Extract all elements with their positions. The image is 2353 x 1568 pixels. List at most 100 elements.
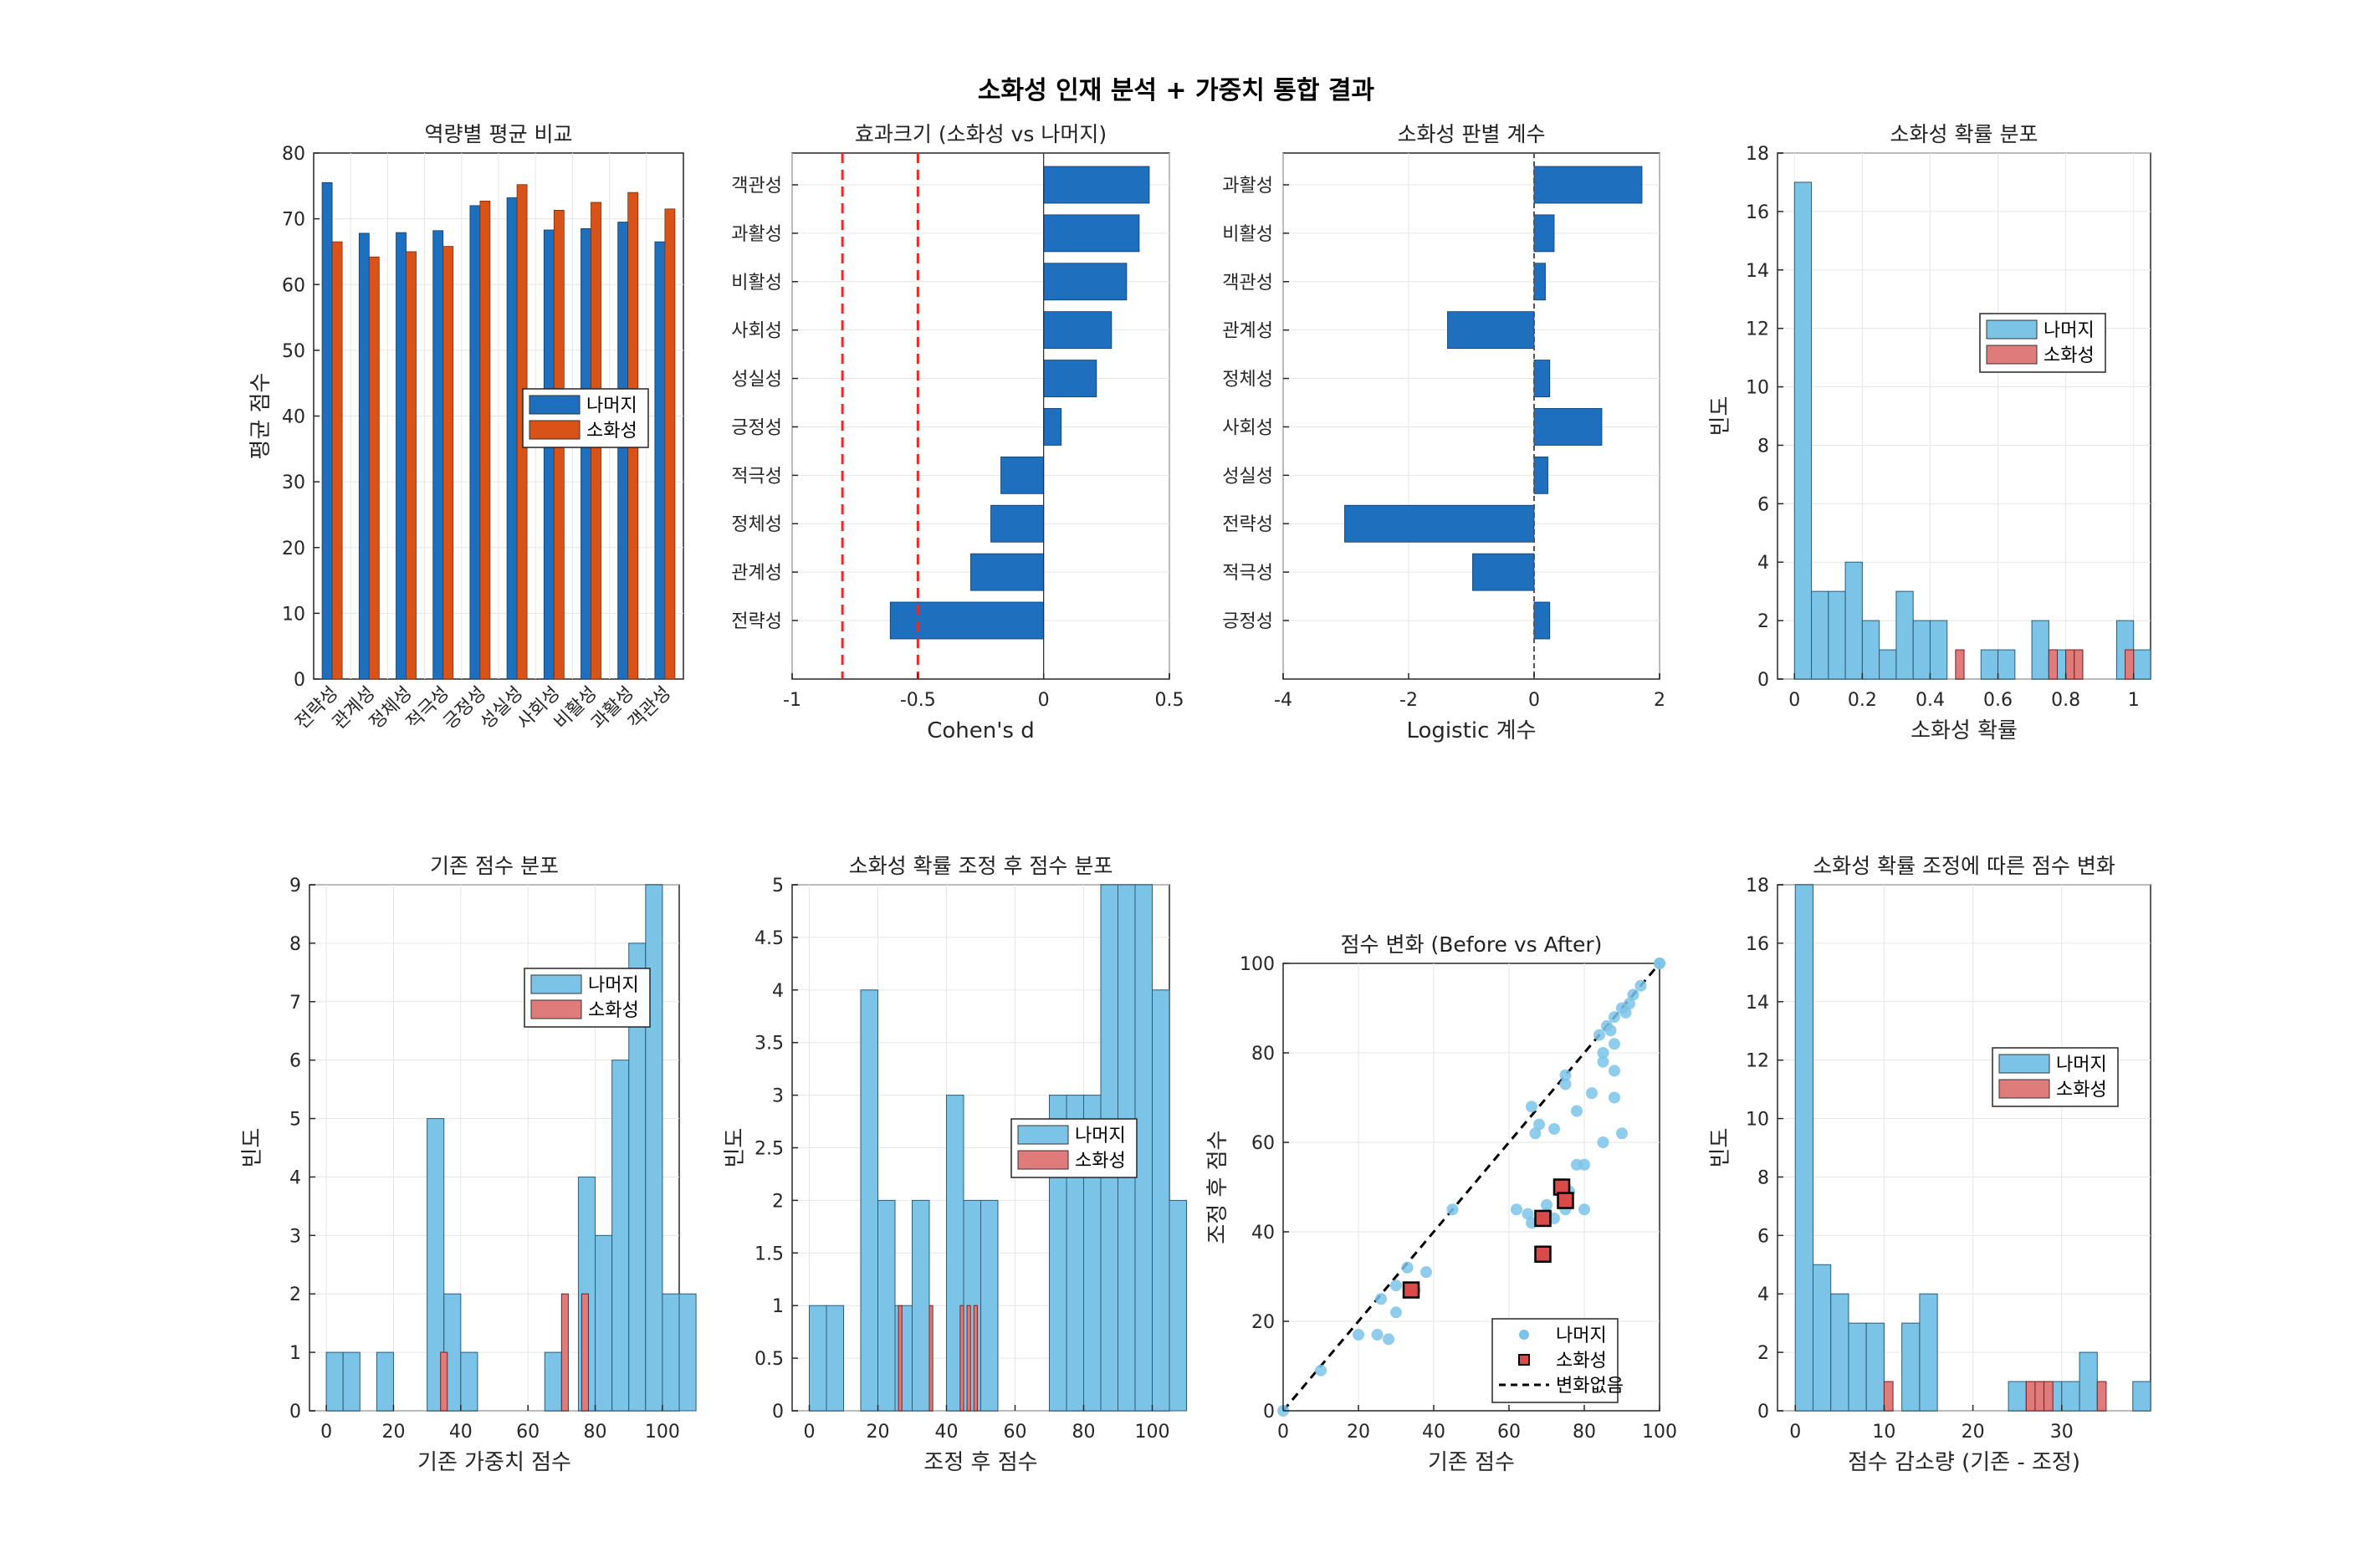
- hist-bar-rest: [1134, 884, 1153, 1412]
- point-rest: [1597, 1047, 1609, 1059]
- chart-avg-compare: 역량별 평균 비교전략성관계성정체성적극성긍정성성실성사회성비활성과활성객관성0…: [248, 122, 684, 733]
- bar-target: [406, 251, 417, 680]
- point-rest: [1586, 1087, 1598, 1100]
- y-tick-label: 8: [289, 934, 301, 955]
- point-rest: [1604, 1024, 1617, 1037]
- hist-bar-target: [1955, 649, 1965, 680]
- hist-bar-rest: [894, 1305, 913, 1412]
- hist-bar-rest: [860, 989, 878, 1412]
- subplots: 역량별 평균 비교전략성관계성정체성적극성긍정성성실성사회성비활성과활성객관성0…: [240, 122, 2151, 1475]
- chart-effect-size: 효과크기 (소화성 vs 나머지) 객관성과활성비활성사회성성실성긍정성적극성정체…: [731, 122, 1184, 743]
- hist-bar-target: [959, 1305, 964, 1412]
- legend-swatch: [1986, 345, 2038, 365]
- legend-label: 나머지: [1556, 1325, 1607, 1346]
- subplot-title: 소화성 확률 분포: [1890, 122, 2038, 146]
- bar-rest: [581, 228, 591, 680]
- bar-target: [442, 246, 454, 680]
- bar-target: [368, 256, 380, 680]
- point-target: [1557, 1192, 1574, 1209]
- x-tick-label: -4: [1274, 690, 1292, 711]
- subplot-title: 소화성 판별 계수: [1398, 122, 1546, 146]
- bar-rest: [321, 181, 333, 680]
- hist-bar-target: [2074, 649, 2084, 680]
- y-tick-label: 10: [1746, 1110, 1769, 1131]
- hist-bar-target: [928, 1305, 934, 1412]
- hist-bar-rest: [2031, 620, 2049, 680]
- y-tick-label: 20: [1251, 1312, 1275, 1333]
- hist-bar-rest: [544, 1351, 562, 1412]
- hist-bar-target: [2048, 649, 2058, 680]
- bar-target: [479, 200, 491, 680]
- y-tick-label: 1: [772, 1296, 784, 1317]
- point-rest: [1375, 1293, 1387, 1305]
- hist-bar-rest: [325, 1351, 344, 1412]
- y-tick-label: 0: [289, 1402, 301, 1422]
- bar-target: [664, 208, 676, 680]
- point-target: [1534, 1209, 1552, 1228]
- hist-bar-rest: [611, 1060, 630, 1412]
- bar: [1043, 311, 1113, 350]
- hist-bar-target: [973, 1305, 978, 1412]
- x-tick-label: 10: [1872, 1422, 1895, 1443]
- bar-rest: [617, 222, 629, 680]
- y-tick-label: 1.5: [754, 1244, 784, 1264]
- bar-target: [331, 241, 343, 680]
- y-tick-label: 사회성: [1222, 417, 1273, 438]
- x-axis-label: 점수 감소량 (기존 - 조정): [1848, 1450, 2080, 1475]
- hist-bar-rest: [826, 1305, 844, 1412]
- subplot-title: 기존 점수 분포: [430, 854, 559, 878]
- x-tick-label: -0.5: [900, 690, 936, 711]
- hist-bar-rest: [1861, 620, 1880, 680]
- y-tick-label: 1: [289, 1343, 301, 1364]
- x-tick-label: 0.2: [1848, 690, 1877, 711]
- bar-rest: [358, 232, 370, 680]
- y-tick-label: 4: [289, 1167, 301, 1188]
- hist-bar-rest: [1828, 590, 1846, 680]
- hist-bar-target: [2044, 1381, 2054, 1412]
- legend-swatch: [1986, 319, 2038, 340]
- y-tick-label: 2: [772, 1191, 784, 1212]
- y-axis-label: 빈도: [723, 1128, 748, 1168]
- point-rest: [1371, 1329, 1384, 1341]
- x-tick-label: 1: [2128, 690, 2140, 711]
- hist-bar-rest: [1848, 1322, 1867, 1412]
- y-tick-label: 0: [1757, 1402, 1769, 1422]
- x-tick-label: 0: [804, 1422, 816, 1443]
- y-tick-label: 0: [1263, 1402, 1275, 1422]
- hist-bar-rest: [1929, 620, 1948, 680]
- x-tick-label: 20: [867, 1422, 890, 1443]
- point-target: [1534, 1245, 1552, 1263]
- y-tick-label: 40: [282, 407, 305, 428]
- y-tick-label: 50: [282, 341, 305, 362]
- legend-swatch: [1998, 1079, 2050, 1099]
- point-rest: [1401, 1261, 1414, 1274]
- x-axis-label: 소화성 확률: [1911, 718, 2018, 743]
- hist-bar-rest: [2061, 1381, 2080, 1412]
- y-tick-label: 10: [282, 604, 305, 625]
- hist-bar-rest: [595, 1234, 613, 1412]
- hist-bar-rest: [912, 1199, 930, 1412]
- bar-rest: [654, 241, 666, 680]
- y-tick-label: 적극성: [731, 466, 782, 487]
- legend: [1491, 1318, 1619, 1403]
- point-rest: [1619, 1006, 1632, 1019]
- legend-label: 소화성: [586, 421, 637, 442]
- point-rest: [1609, 1065, 1620, 1077]
- chart-before-after: 점수 변화 (Before vs After) 0 20 40 60 80 100 0 20 40…: [1205, 932, 1677, 1475]
- y-tick-label: 성실성: [731, 370, 782, 391]
- y-tick-label: 40: [1251, 1223, 1275, 1244]
- bar: [1533, 408, 1603, 446]
- hist-bar-rest: [342, 1351, 361, 1412]
- y-tick-label: 과활성: [731, 224, 782, 245]
- hist-bar-target: [581, 1293, 590, 1412]
- y-tick-label: 80: [282, 144, 305, 165]
- point-rest: [1353, 1329, 1364, 1341]
- point-rest: [1593, 1029, 1605, 1041]
- x-tick-label: 20: [381, 1422, 405, 1443]
- hist-bar-rest: [2132, 1381, 2151, 1412]
- hist-bar-rest: [1152, 989, 1170, 1412]
- y-tick-label: 18: [1746, 144, 1769, 165]
- y-tick-label: 70: [282, 210, 305, 231]
